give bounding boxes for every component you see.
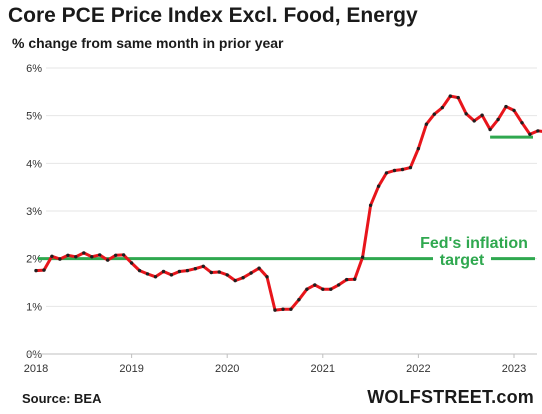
- data-point: [66, 253, 70, 257]
- data-point: [368, 203, 373, 207]
- data-point: [42, 268, 46, 272]
- x-tick-label: 2020: [215, 363, 239, 375]
- data-point: [217, 270, 221, 274]
- y-tick-label: 5%: [26, 111, 42, 123]
- data-point: [520, 121, 524, 125]
- x-tick-label: 2018: [24, 363, 48, 375]
- data-point: [305, 287, 309, 291]
- data-point: [488, 127, 492, 132]
- wolfstreet-logo: WOLFSTREET.com: [367, 387, 534, 407]
- data-point: [114, 253, 118, 257]
- x-tick-label: 2021: [311, 363, 335, 375]
- data-point: [536, 129, 540, 133]
- data-point: [153, 275, 158, 279]
- data-point: [297, 298, 301, 302]
- data-point: [185, 268, 190, 273]
- data-point: [345, 277, 349, 282]
- data-point: [225, 273, 229, 277]
- data-point: [496, 117, 500, 122]
- x-tick-label: 2023: [502, 363, 526, 375]
- y-tick-label: 0%: [26, 349, 42, 361]
- data-point: [209, 270, 213, 275]
- data-point: [504, 104, 508, 109]
- data-point: [337, 283, 341, 287]
- data-point: [58, 257, 62, 261]
- data-point: [448, 94, 452, 98]
- data-point: [376, 184, 381, 188]
- label-background: [433, 252, 491, 267]
- data-point: [480, 113, 484, 117]
- axes: 0% 1% 2% 3% 4% 5% 6% 2018 2019 2020 2021 2022 2023: [24, 63, 537, 375]
- data-point: [169, 273, 174, 277]
- data-point: [408, 165, 413, 170]
- data-point: [392, 168, 397, 173]
- y-tick-label: 4%: [26, 158, 42, 170]
- data-point: [177, 269, 182, 274]
- data-point: [201, 264, 205, 268]
- y-tick-label: 1%: [26, 301, 42, 313]
- data-point: [145, 272, 150, 276]
- data-point: [273, 308, 277, 312]
- data-point: [464, 112, 468, 116]
- x-tick-label: 2022: [406, 363, 430, 375]
- data-point: [98, 253, 102, 257]
- data-point: [329, 287, 333, 291]
- y-tick-label: 2%: [26, 254, 42, 266]
- data-point: [384, 171, 389, 175]
- data-point: [456, 95, 460, 100]
- data-point: [353, 277, 357, 281]
- data-point: [241, 276, 245, 280]
- data-point: [265, 275, 269, 279]
- data-point: [82, 251, 86, 255]
- data-point: [289, 307, 293, 311]
- data-point: [233, 278, 237, 283]
- data-point: [321, 287, 325, 291]
- data-point: [432, 112, 436, 116]
- chart-title: Core PCE Price Index Excl. Food, Energy: [8, 4, 418, 27]
- data-point: [424, 122, 429, 126]
- data-point: [249, 271, 253, 275]
- source-note: Source: BEA: [22, 391, 102, 406]
- series: [34, 94, 542, 312]
- data-point: [137, 268, 142, 273]
- data-point: [74, 255, 78, 259]
- data-point: [440, 105, 444, 110]
- y-tick-label: 6%: [26, 63, 42, 75]
- data-point: [90, 255, 94, 259]
- fed-target-label: Fed's inflation: [420, 235, 528, 252]
- data-point: [472, 119, 476, 123]
- data-point: [400, 167, 405, 172]
- x-tick-label: 2019: [119, 363, 143, 375]
- data-point: [416, 146, 421, 151]
- data-point: [121, 253, 126, 257]
- data-point: [129, 261, 134, 265]
- data-point: [360, 255, 365, 259]
- fed-target-label-2: target: [440, 252, 485, 269]
- data-point: [257, 266, 261, 270]
- data-point: [50, 254, 54, 258]
- data-point: [161, 269, 166, 274]
- y-tick-label: 3%: [26, 206, 42, 218]
- data-point: [106, 258, 110, 262]
- data-point: [281, 307, 285, 311]
- data-point: [313, 283, 317, 287]
- data-point: [512, 108, 516, 113]
- chart-subtitle: % change from same month in prior year: [12, 35, 284, 51]
- data-point: [528, 132, 532, 136]
- data-point: [34, 268, 38, 273]
- series-line: [34, 94, 542, 312]
- data-point: [193, 267, 197, 271]
